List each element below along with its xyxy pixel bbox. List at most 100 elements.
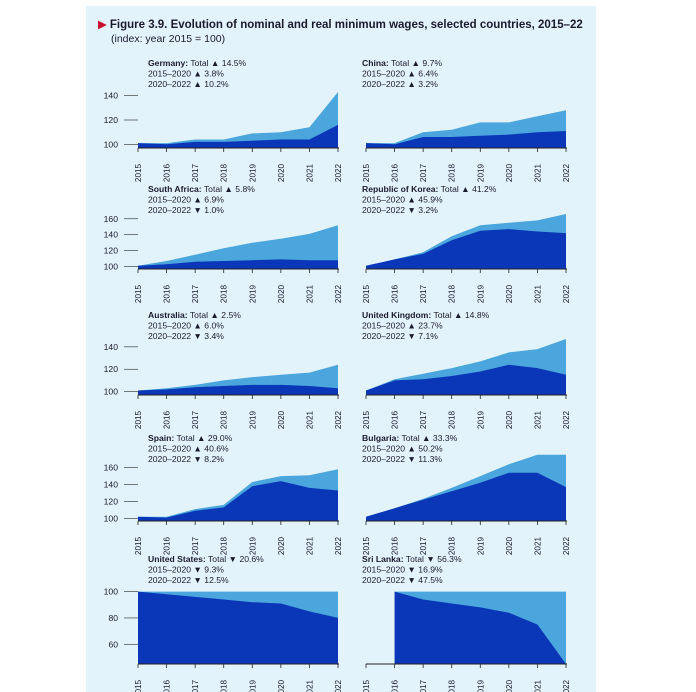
country-name: United Kingdom: bbox=[362, 310, 431, 320]
y-tick-label: 120 bbox=[104, 115, 119, 125]
x-tick-label: 2016 bbox=[391, 679, 400, 692]
chart-germany: Germany: Total ▲ 14.5%2015–2020 ▲ 3.8%20… bbox=[104, 58, 343, 182]
chart-title: United Kingdom: Total ▲ 14.8% bbox=[362, 310, 490, 320]
real-area bbox=[138, 591, 338, 664]
x-tick-label: 2015 bbox=[362, 163, 371, 182]
period2-change: 2020–2022 ▼ 7.1% bbox=[362, 331, 438, 341]
y-tick-label: 140 bbox=[104, 230, 119, 240]
total-change: Total ▲ 29.0% bbox=[174, 433, 232, 443]
country-name: Republic of Korea: bbox=[362, 184, 439, 194]
x-tick-label: 2018 bbox=[220, 284, 229, 303]
x-tick-label: 2021 bbox=[305, 163, 314, 182]
x-tick-label: 2022 bbox=[334, 410, 343, 429]
x-tick-label: 2015 bbox=[362, 536, 371, 555]
x-tick-label: 2016 bbox=[163, 284, 172, 303]
x-tick-label: 2021 bbox=[305, 536, 314, 555]
x-tick-label: 2018 bbox=[220, 679, 229, 692]
y-tick-label: 60 bbox=[108, 639, 118, 649]
x-tick-label: 2022 bbox=[562, 536, 571, 555]
x-tick-label: 2017 bbox=[191, 679, 200, 692]
x-tick-label: 2020 bbox=[505, 284, 514, 303]
real-area bbox=[138, 259, 338, 269]
period2-change: 2020–2022 ▼ 11.3% bbox=[362, 454, 442, 464]
real-area bbox=[394, 591, 566, 664]
period2-change: 2020–2022 ▼ 1.0% bbox=[148, 205, 224, 215]
country-name: Australia: bbox=[148, 310, 188, 320]
x-tick-label: 2015 bbox=[134, 679, 143, 692]
chart-united-states: United States: Total ▼ 20.6%2015–2020 ▼ … bbox=[104, 554, 343, 692]
x-tick-label: 2017 bbox=[419, 163, 428, 182]
x-tick-label: 2019 bbox=[248, 410, 257, 429]
total-change: Total ▲ 14.8% bbox=[431, 310, 489, 320]
y-tick-label: 100 bbox=[104, 262, 119, 272]
x-tick-label: 2017 bbox=[419, 679, 428, 692]
period1-change: 2015–2020 ▲ 6.9% bbox=[148, 195, 224, 205]
real-area bbox=[138, 124, 338, 148]
x-tick-label: 2020 bbox=[277, 163, 286, 182]
x-tick-label: 2016 bbox=[163, 679, 172, 692]
x-tick-label: 2018 bbox=[220, 536, 229, 555]
x-tick-label: 2021 bbox=[533, 163, 542, 182]
x-tick-label: 2021 bbox=[305, 284, 314, 303]
y-tick-label: 100 bbox=[104, 587, 119, 597]
x-tick-label: 2017 bbox=[191, 284, 200, 303]
real-area bbox=[138, 384, 338, 395]
period2-change: 2020–2022 ▲ 10.2% bbox=[148, 79, 229, 89]
x-tick-label: 2019 bbox=[248, 679, 257, 692]
x-tick-label: 2018 bbox=[448, 410, 457, 429]
y-tick-label: 160 bbox=[104, 214, 119, 224]
period2-change: 2020–2022 ▼ 8.2% bbox=[148, 454, 224, 464]
x-tick-label: 2022 bbox=[334, 679, 343, 692]
x-tick-label: 2015 bbox=[134, 536, 143, 555]
chart-republic-of-korea: Republic of Korea: Total ▲ 41.2%2015–202… bbox=[362, 184, 571, 303]
chart-title: Sri Lanka: Total ▼ 56.3% bbox=[362, 554, 462, 564]
x-tick-label: 2020 bbox=[277, 284, 286, 303]
y-tick-label: 140 bbox=[104, 480, 119, 490]
chart-spain: Spain: Total ▲ 29.0%2015–2020 ▲ 40.6%202… bbox=[104, 433, 343, 555]
chart-title: Australia: Total ▲ 2.5% bbox=[148, 310, 241, 320]
period1-change: 2015–2020 ▲ 50.2% bbox=[362, 444, 443, 454]
x-tick-label: 2016 bbox=[391, 284, 400, 303]
period1-change: 2015–2020 ▲ 40.6% bbox=[148, 444, 229, 454]
total-change: Total ▲ 33.3% bbox=[399, 433, 457, 443]
x-tick-label: 2020 bbox=[505, 410, 514, 429]
figure-title: ▶ Figure 3.9. Evolution of nominal and re… bbox=[98, 17, 583, 31]
title-marker-icon: ▶ bbox=[98, 19, 107, 31]
y-tick-label: 120 bbox=[104, 246, 119, 256]
real-area bbox=[366, 229, 566, 269]
x-tick-label: 2020 bbox=[505, 163, 514, 182]
chart-south-africa: South Africa: Total ▲ 5.8%2015–2020 ▲ 6.… bbox=[104, 184, 343, 303]
x-tick-label: 2018 bbox=[448, 163, 457, 182]
x-tick-label: 2020 bbox=[277, 410, 286, 429]
x-tick-label: 2015 bbox=[362, 284, 371, 303]
x-tick-label: 2017 bbox=[191, 536, 200, 555]
x-tick-label: 2021 bbox=[305, 679, 314, 692]
x-tick-label: 2021 bbox=[305, 410, 314, 429]
real-area bbox=[138, 481, 338, 521]
country-name: Bulgaria: bbox=[362, 433, 399, 443]
x-tick-label: 2018 bbox=[448, 679, 457, 692]
country-name: China: bbox=[362, 58, 389, 68]
figure-subtitle: (index: year 2015 = 100) bbox=[111, 33, 226, 45]
x-tick-label: 2015 bbox=[362, 410, 371, 429]
total-change: Total ▲ 41.2% bbox=[438, 184, 496, 194]
x-tick-label: 2017 bbox=[191, 163, 200, 182]
x-tick-label: 2016 bbox=[163, 410, 172, 429]
x-tick-label: 2022 bbox=[334, 536, 343, 555]
x-tick-label: 2022 bbox=[562, 679, 571, 692]
period2-change: 2020–2022 ▼ 3.2% bbox=[362, 205, 438, 215]
period2-change: 2020–2022 ▼ 3.4% bbox=[148, 331, 224, 341]
x-tick-label: 2017 bbox=[191, 410, 200, 429]
period2-change: 2020–2022 ▼ 47.5% bbox=[362, 575, 443, 585]
y-tick-label: 160 bbox=[104, 463, 119, 473]
x-tick-label: 2022 bbox=[334, 284, 343, 303]
x-tick-label: 2020 bbox=[277, 679, 286, 692]
country-name: South Africa: bbox=[148, 184, 202, 194]
y-tick-label: 120 bbox=[104, 364, 119, 374]
x-tick-label: 2018 bbox=[448, 536, 457, 555]
chart-title: South Africa: Total ▲ 5.8% bbox=[148, 184, 255, 194]
x-tick-label: 2015 bbox=[134, 284, 143, 303]
period1-change: 2015–2020 ▲ 3.8% bbox=[148, 69, 224, 79]
x-tick-label: 2016 bbox=[163, 163, 172, 182]
